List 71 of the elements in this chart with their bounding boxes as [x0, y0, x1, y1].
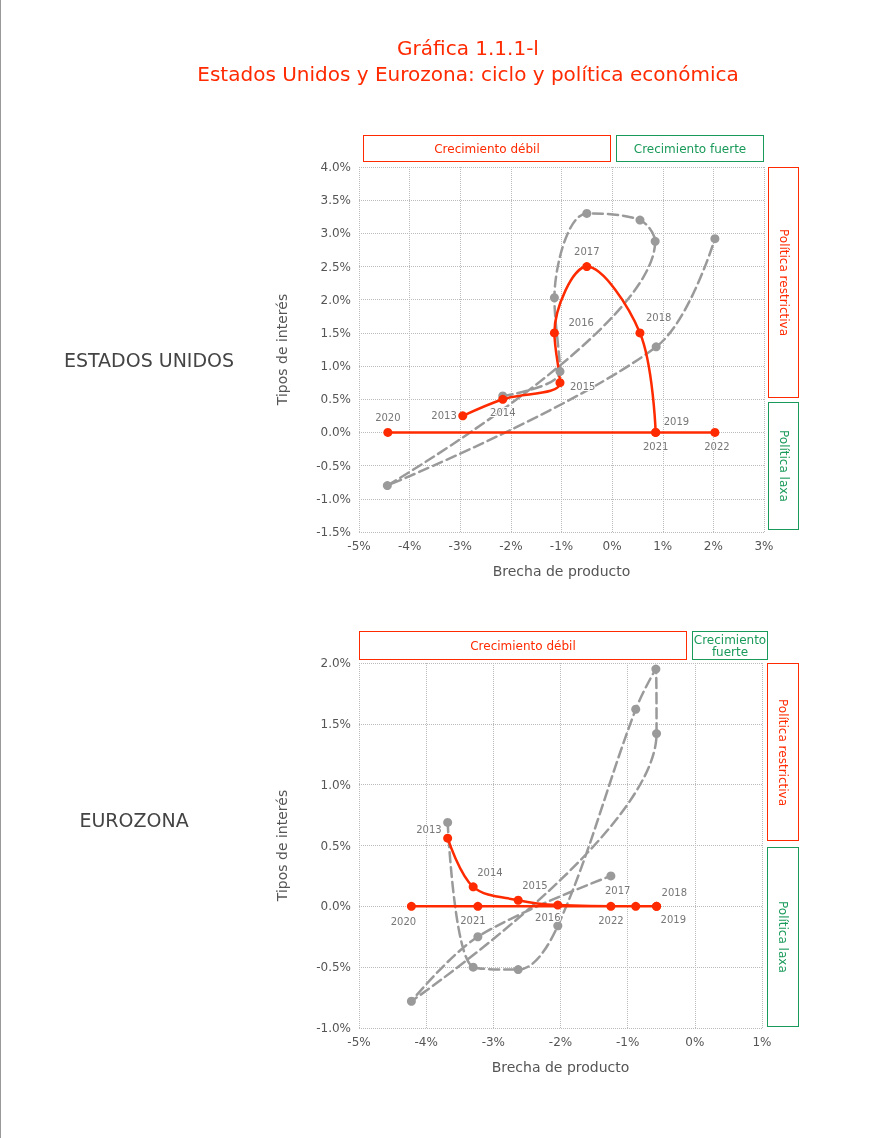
y-tick-label: 3.0% — [320, 226, 351, 241]
y-tick-label: 0.5% — [320, 392, 351, 407]
y-tick-label: -1.5% — [316, 525, 351, 539]
text: Crecimiento fuerte — [616, 135, 764, 162]
y-tick-label: 2.0% — [320, 292, 351, 307]
x-tick-label: -5% — [347, 539, 371, 553]
x-tick-label: -4% — [414, 1035, 438, 1049]
annotation: 2018 — [645, 312, 672, 324]
y-tick-label: 0.0% — [320, 899, 351, 914]
y-tick-label: -1.0% — [316, 1021, 351, 1035]
annotation: 2020 — [390, 915, 417, 927]
y-tick-label: -0.5% — [316, 960, 351, 975]
x-tick-label: 2% — [703, 539, 723, 553]
y-tick-label: 0.0% — [320, 425, 351, 440]
y-tick-label: 1.0% — [320, 359, 351, 374]
annotation: 2021 — [460, 914, 486, 926]
x-tick-label: -3% — [481, 1035, 506, 1049]
y-axis-title: Tipos de interés — [274, 789, 290, 903]
annotation: 2022 — [598, 914, 624, 926]
annotation: 2018 — [661, 886, 687, 898]
annotation: 2019 — [660, 913, 686, 925]
annotation: 2016 — [568, 317, 594, 329]
annotation: 2014 — [477, 867, 503, 879]
annotation: 2019 — [663, 415, 690, 427]
y-tick-label: -0.5% — [316, 458, 351, 473]
x-tick-label: -2% — [548, 1035, 573, 1049]
annotation: 2022 — [704, 440, 730, 452]
annotation: 2017 — [574, 246, 600, 258]
y-tick-label: -1.0% — [316, 491, 351, 506]
annotation: 2017 — [605, 884, 631, 896]
x-axis-title: Brecha de producto — [491, 1059, 630, 1075]
y-tick-label: 4.0% — [320, 160, 351, 174]
x-tick-label: 1% — [752, 1035, 772, 1049]
y-tick-label: 1.5% — [320, 325, 351, 340]
text: Política laxa — [768, 402, 799, 530]
y-tick-label: 3.5% — [320, 193, 351, 208]
x-tick-label: 0% — [685, 1035, 705, 1049]
text: EUROZONA — [79, 809, 189, 831]
annotation: 2015 — [569, 381, 596, 393]
y-tick-label: 1.5% — [320, 716, 351, 731]
text: Crecimiento débil — [359, 631, 687, 660]
text: Política laxa — [767, 847, 799, 1027]
annotation: 2020 — [375, 411, 401, 423]
annotation: 2013 — [431, 410, 457, 422]
x-tick-label: -5% — [347, 1035, 371, 1049]
annotation: 2014 — [490, 406, 516, 418]
x-tick-label: -1% — [615, 1035, 640, 1049]
annotation: 2013 — [416, 823, 442, 835]
y-tick-label: 1.0% — [320, 777, 351, 792]
chart-title: Gráfica 1.1.1-l — [397, 36, 539, 60]
y-axis-title: Tipos de interés — [274, 293, 290, 407]
x-tick-label: -4% — [397, 539, 422, 553]
x-tick-label: -2% — [499, 539, 523, 553]
text: Política restrictiva — [767, 663, 799, 841]
x-tick-label: -3% — [448, 539, 472, 553]
x-axis-title: Brecha de producto — [492, 563, 631, 579]
annotation: 2015 — [522, 879, 548, 891]
x-tick-label: 1% — [653, 539, 673, 553]
annotation: 2021 — [642, 440, 669, 452]
y-tick-label: 2.0% — [320, 656, 351, 670]
chart-subtitle: Estados Unidos y Eurozona: ciclo y política económica — [197, 62, 739, 86]
text: Crecimiento fuerte — [692, 631, 768, 660]
x-tick-label: 0% — [602, 539, 622, 553]
x-tick-label: -1% — [549, 539, 574, 553]
text: Crecimiento débil — [363, 135, 611, 162]
text: ESTADOS UNIDOS — [63, 349, 235, 371]
text: Política restrictiva — [768, 167, 799, 398]
annotation: 2016 — [535, 911, 561, 923]
x-tick-label: 3% — [754, 539, 774, 553]
y-tick-label: 0.5% — [320, 838, 351, 853]
y-tick-label: 2.5% — [320, 259, 351, 274]
